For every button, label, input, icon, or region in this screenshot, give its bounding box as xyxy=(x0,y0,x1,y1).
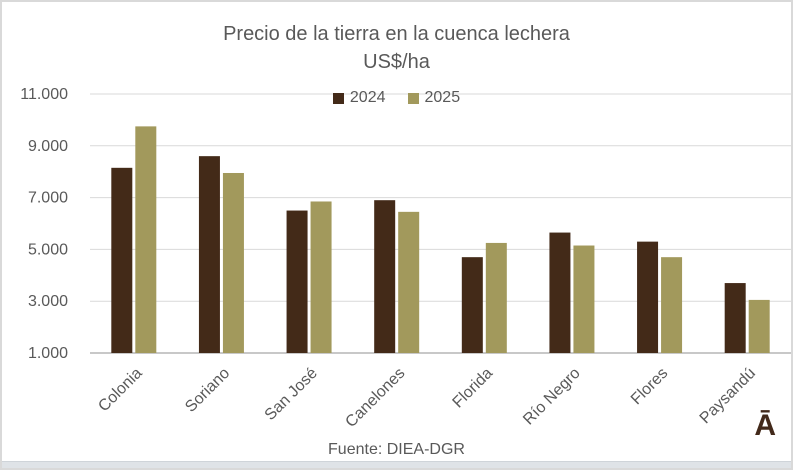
y-tick-label-1000: 1.000 xyxy=(28,345,68,362)
bar-2025-colonia xyxy=(135,126,157,353)
legend-label-2024: 2024 xyxy=(349,89,386,106)
x-category-label-colonia: Colonia xyxy=(95,365,145,415)
bar-2025-florida xyxy=(485,242,507,353)
bar-2025-flores xyxy=(661,257,683,353)
bar-2024-rio-negro xyxy=(549,232,571,353)
y-tick-label-7000: 7.000 xyxy=(28,190,68,207)
y-tick-label-5000: 5.000 xyxy=(28,241,68,258)
x-category-label-florida: Florida xyxy=(450,365,497,412)
bar-2024-flores xyxy=(637,241,659,353)
y-tick-label-3000: 3.000 xyxy=(28,293,68,310)
y-tick-label-9000: 9.000 xyxy=(28,138,68,155)
x-category-label-soriano: Soriano xyxy=(182,365,233,416)
legend-item-2025: 2025 xyxy=(407,89,461,107)
legend-item-2024: 2024 xyxy=(332,89,386,107)
legend-swatch-2025 xyxy=(407,92,419,104)
bar-2025-rio-negro xyxy=(573,245,595,353)
x-category-label-flores: Flores xyxy=(628,365,671,408)
bar-2025-canelones xyxy=(398,211,420,353)
chart-subtitle: US$/ha xyxy=(363,51,430,73)
x-category-label-san-jose: San José xyxy=(262,365,321,424)
source-caption: Fuente: DIEA-DGR xyxy=(328,441,465,458)
bar-2025-san-jose xyxy=(310,201,332,353)
legend-swatch-2024 xyxy=(332,92,344,104)
bar-2024-canelones xyxy=(374,200,396,353)
bar-2024-san-jose xyxy=(286,210,308,353)
bar-2025-paysandu xyxy=(748,299,770,353)
bar-2024-colonia xyxy=(111,167,133,353)
legend-label-2025: 2025 xyxy=(424,89,461,106)
bar-2025-soriano xyxy=(222,172,244,353)
x-category-label-paysandu: Paysandú xyxy=(697,365,759,427)
bar-2024-florida xyxy=(461,257,483,353)
y-tick-label-11000: 11.000 xyxy=(20,86,68,103)
brand-logo: Ā xyxy=(754,409,776,442)
chart-title: Precio de la tierra en la cuenca lechera xyxy=(223,23,570,45)
x-category-label-canelones: Canelones xyxy=(342,365,408,431)
bar-2024-paysandu xyxy=(724,283,746,353)
chart-legend: 2024 2025 xyxy=(2,89,791,107)
bottom-strip xyxy=(2,461,791,468)
x-category-label-rio-negro: Río Negro xyxy=(520,365,584,429)
bar-2024-soriano xyxy=(198,156,220,353)
